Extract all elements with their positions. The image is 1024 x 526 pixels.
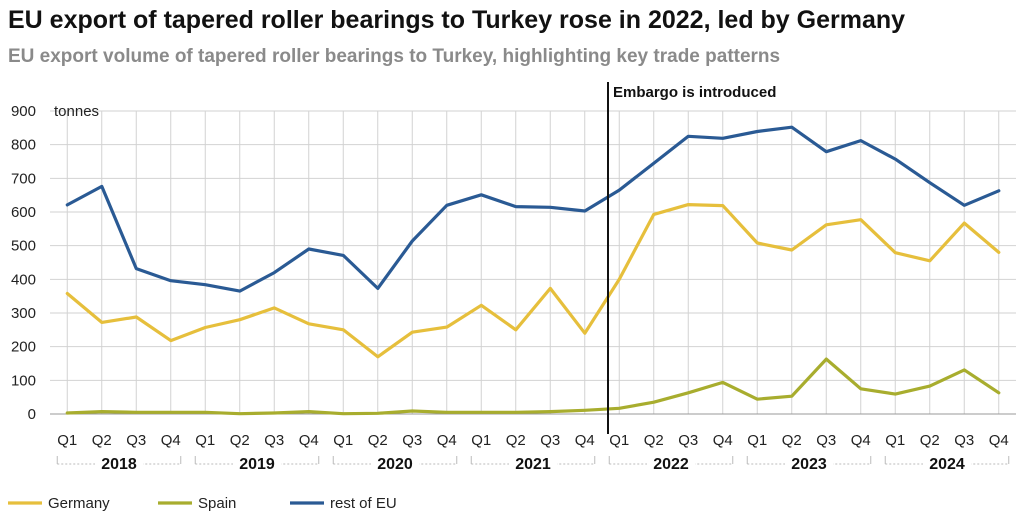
year-label: 2021 xyxy=(515,456,551,473)
y-tick-label: 700 xyxy=(11,170,36,187)
x-tick-label: Q2 xyxy=(920,432,940,449)
year-label-bg xyxy=(923,452,971,474)
y-tick-label: 100 xyxy=(11,372,36,389)
x-tick-label: Q3 xyxy=(678,432,698,449)
embargo-label: Embargo is introduced xyxy=(613,84,776,101)
series-lines xyxy=(65,125,1001,416)
x-tick-label: Q2 xyxy=(644,432,664,449)
x-tick-label: Q3 xyxy=(126,432,146,449)
x-tick-label: Q1 xyxy=(57,432,77,449)
x-tick-label: Q4 xyxy=(161,432,181,449)
year-label: 2019 xyxy=(239,456,275,473)
x-tick-label: Q1 xyxy=(471,432,491,449)
year-label: 2023 xyxy=(791,456,827,473)
x-tick-label: Q3 xyxy=(402,432,422,449)
year-label-bg xyxy=(233,452,281,474)
y-tick-label: 900 xyxy=(11,103,36,120)
legend: Germany Spain rest of EU xyxy=(8,495,397,512)
x-tick-label: Q2 xyxy=(782,432,802,449)
x-tick-label: Q4 xyxy=(437,432,457,449)
y-axis-label: tonnes xyxy=(54,103,99,120)
legend-label: Germany xyxy=(48,495,110,512)
y-tick-label: 600 xyxy=(11,204,36,221)
x-tick-label: Q2 xyxy=(368,432,388,449)
x-tick-label: Q3 xyxy=(540,432,560,449)
x-tick-label: Q1 xyxy=(195,432,215,449)
year-label: 2022 xyxy=(653,456,689,473)
y-tick-label: 200 xyxy=(11,339,36,356)
x-tick-label: Q3 xyxy=(264,432,284,449)
x-tick-label: Q1 xyxy=(333,432,353,449)
legend-label: rest of EU xyxy=(330,495,397,512)
x-tick-label: Q4 xyxy=(713,432,733,449)
grid xyxy=(50,110,1016,415)
x-tick-label: Q4 xyxy=(575,432,595,449)
series-line-rest-of-eu xyxy=(65,125,1001,293)
year-label-bg xyxy=(95,452,143,474)
year-label-bg xyxy=(509,452,557,474)
x-tick-label: Q3 xyxy=(816,432,836,449)
x-tick-label: Q1 xyxy=(609,432,629,449)
year-label-bg xyxy=(785,452,833,474)
y-tick-label: 300 xyxy=(11,305,36,322)
chart-title: EU export of tapered roller bearings to … xyxy=(8,6,906,34)
legend-label: Spain xyxy=(198,495,236,512)
series-line-spain xyxy=(65,357,1001,416)
series-line-germany xyxy=(65,203,1001,359)
x-tick-label: Q4 xyxy=(299,432,319,449)
year-label: 2024 xyxy=(929,456,965,473)
x-tick-label: Q3 xyxy=(954,432,974,449)
year-label: 2018 xyxy=(101,456,137,473)
chart-subtitle: EU export volume of tapered roller beari… xyxy=(8,46,781,67)
y-tick-label: 400 xyxy=(11,271,36,288)
y-axis: 0 100 200 300 400 500 600 700 800 900 xyxy=(11,103,36,423)
x-tick-label: Q1 xyxy=(747,432,767,449)
x-tick-label: Q1 xyxy=(885,432,905,449)
x-axis: Q1 Q2 Q3 Q4 Q1 Q2 Q3 Q4 Q1 Q2 Q3 Q4 Q1 Q2 Q3 Q4 Q1 Q2 Q3 Q4… xyxy=(56,432,1010,474)
embargo-annotation: Embargo is introduced xyxy=(607,82,776,434)
x-tick-label: Q4 xyxy=(989,432,1009,449)
year-label-bg xyxy=(371,452,419,474)
x-tick-label: Q2 xyxy=(506,432,526,449)
year-label: 2020 xyxy=(377,456,413,473)
x-tick-label: Q2 xyxy=(92,432,112,449)
y-tick-label: 800 xyxy=(11,137,36,154)
y-tick-label: 0 xyxy=(28,406,36,423)
y-tick-label: 500 xyxy=(11,238,36,255)
year-label-bg xyxy=(647,452,695,474)
x-tick-label: Q4 xyxy=(851,432,871,449)
x-tick-label: Q2 xyxy=(230,432,250,449)
